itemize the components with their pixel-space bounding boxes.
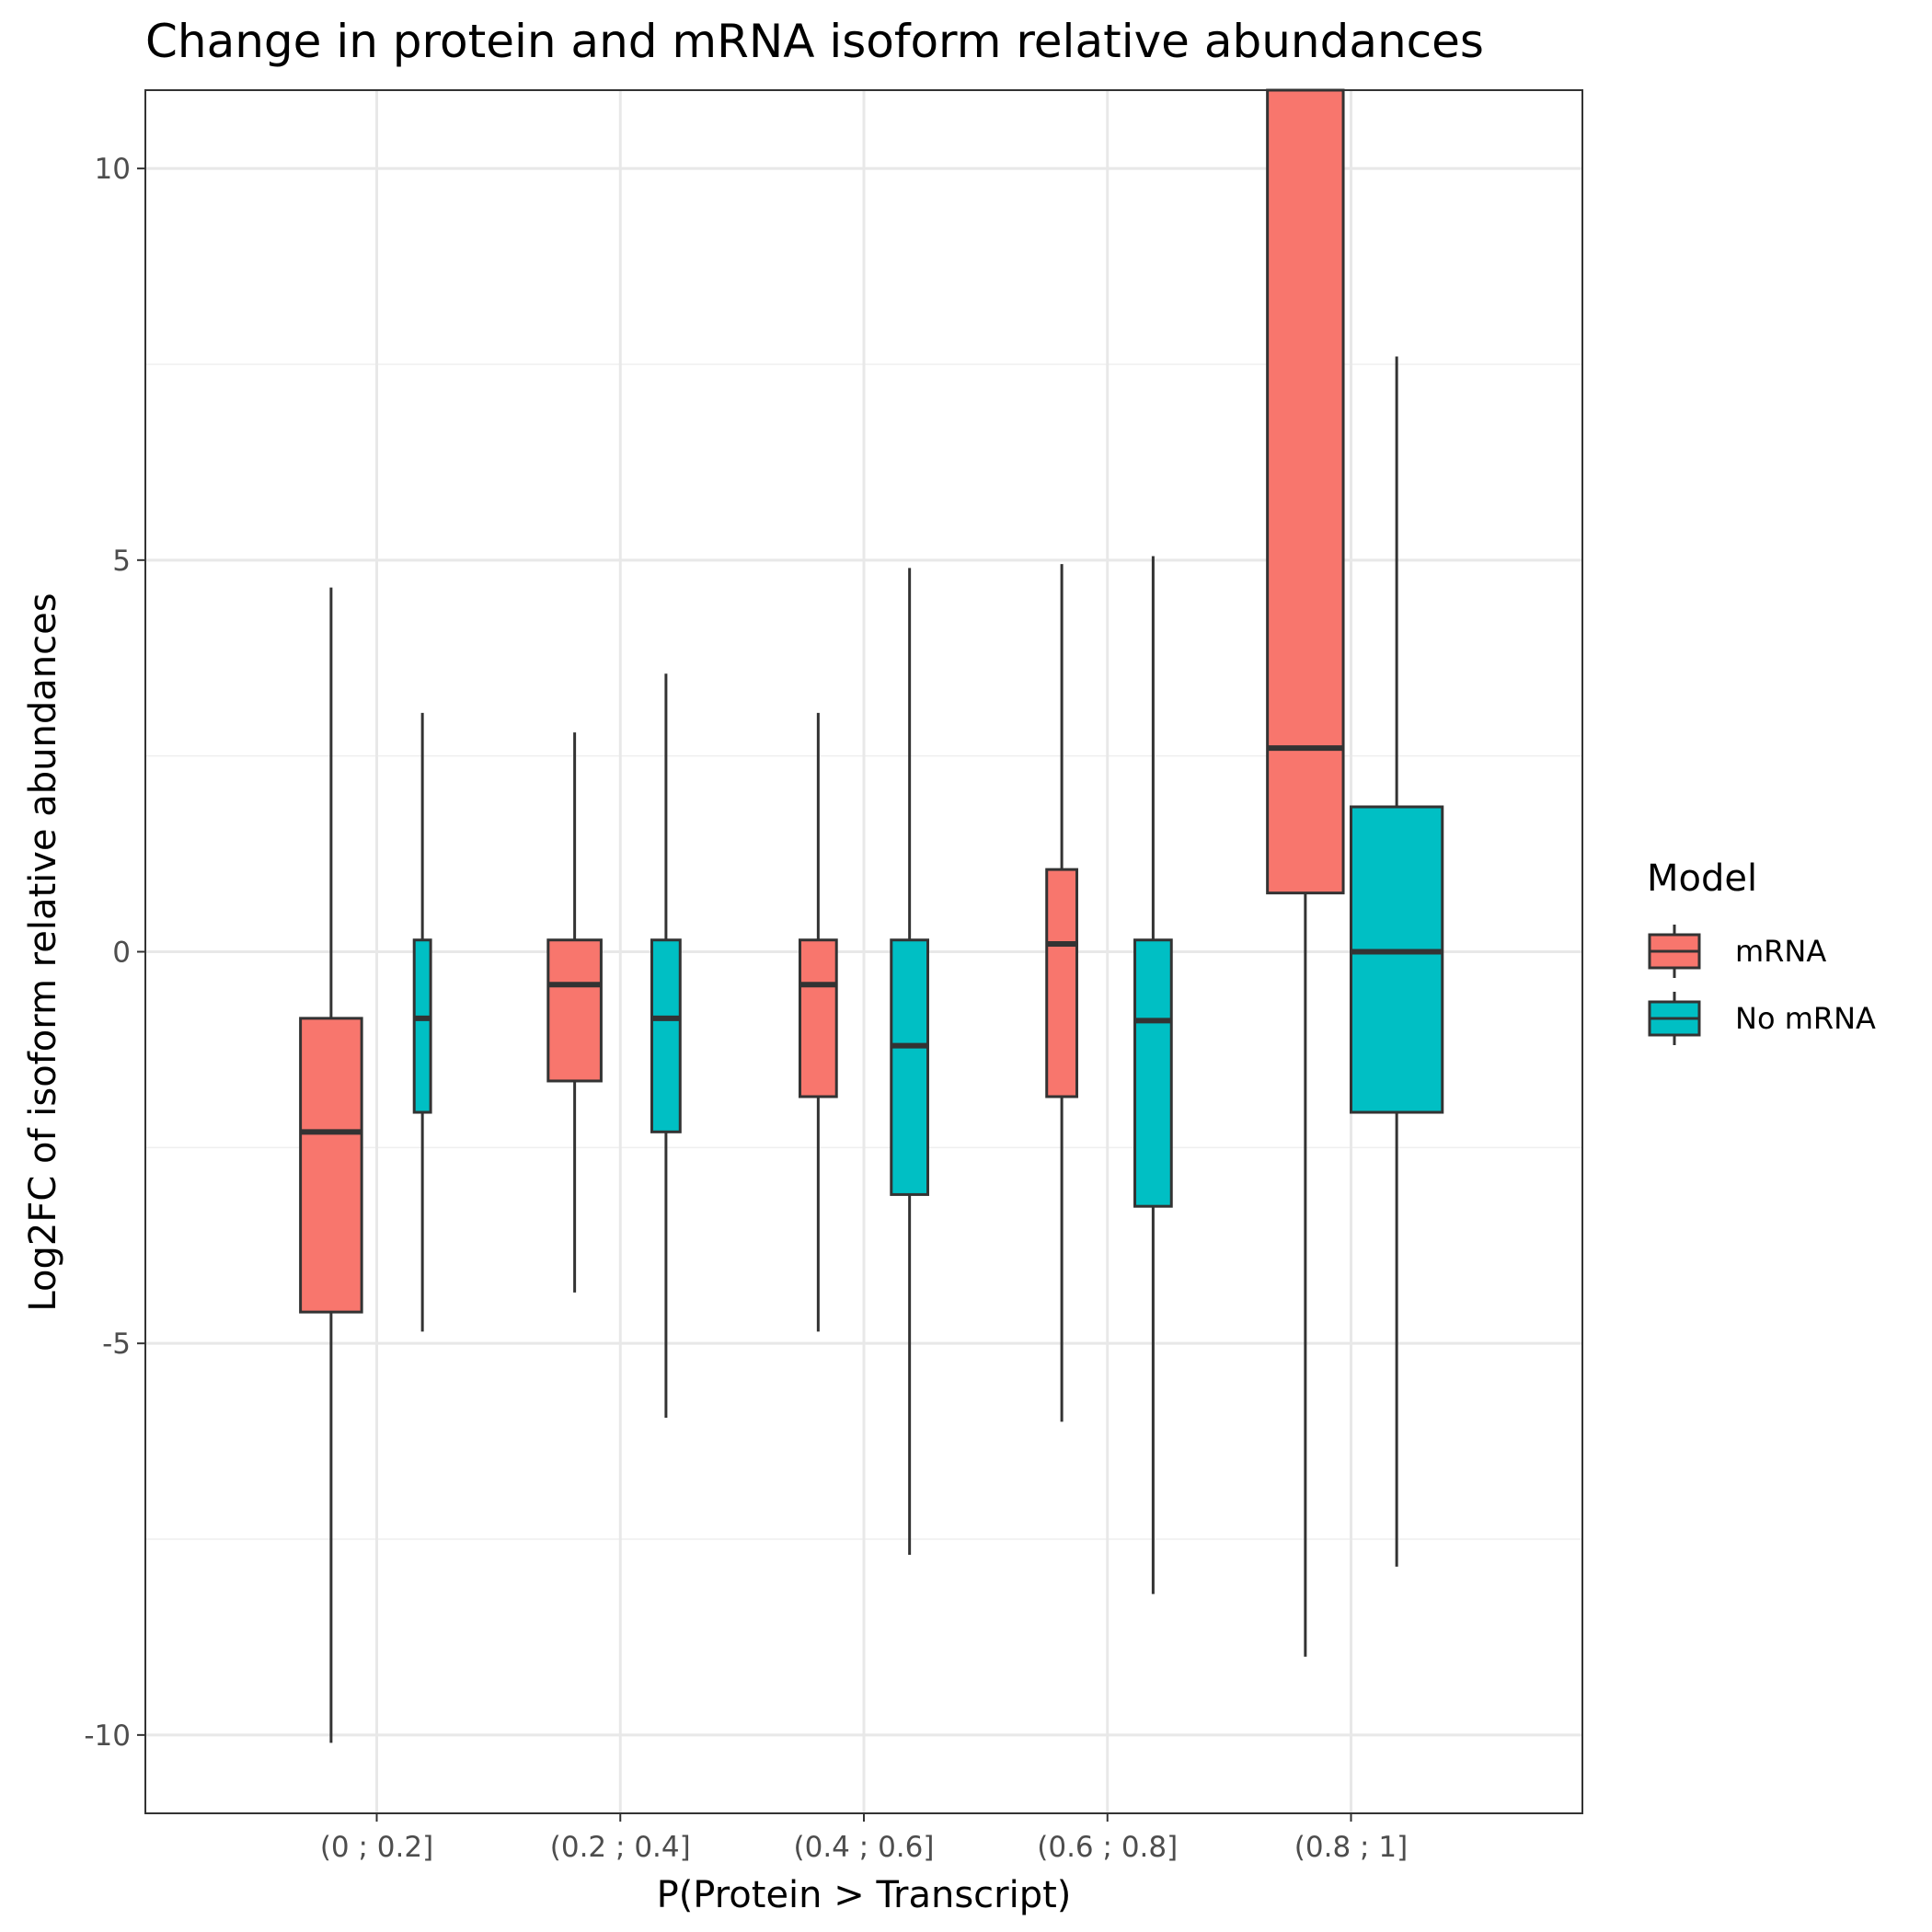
legend: Model mRNA No mRNA bbox=[1647, 857, 1876, 1045]
legend-label-no-mrna: No mRNA bbox=[1735, 1001, 1876, 1036]
legend-label-mrna: mRNA bbox=[1735, 934, 1826, 969]
legend-key-no-mrna bbox=[1648, 992, 1701, 1045]
box-iqr bbox=[799, 938, 838, 1098]
box-mrna bbox=[1045, 564, 1078, 1422]
box-no-mrna bbox=[412, 712, 432, 1332]
box-no-mrna bbox=[1349, 356, 1444, 1567]
y-tick-label: -10 bbox=[84, 1719, 131, 1753]
y-tick-label: 5 bbox=[112, 545, 131, 578]
box-iqr bbox=[412, 938, 432, 1114]
box-iqr bbox=[650, 938, 682, 1133]
y-axis-title: Log2FC of isoform relative abundances bbox=[22, 592, 64, 1311]
box-mrna bbox=[799, 712, 838, 1332]
box-iqr bbox=[1266, 88, 1345, 895]
x-axis-title: P(Protein > Transcript) bbox=[657, 1874, 1072, 1916]
x-tick-label: (0.8 ; 1] bbox=[1294, 1831, 1408, 1864]
x-tick-label: (0 ; 0.2] bbox=[320, 1831, 433, 1864]
x-tick-label: (0.2 ; 0.4] bbox=[550, 1831, 691, 1864]
box-no-mrna bbox=[650, 673, 682, 1419]
box-iqr bbox=[1133, 938, 1173, 1208]
x-tick-label: (0.6 ; 0.8] bbox=[1037, 1831, 1178, 1864]
box-mrna bbox=[1266, 88, 1345, 1657]
legend-key-mrna bbox=[1648, 925, 1701, 978]
box-iqr bbox=[1045, 868, 1078, 1098]
box-mrna bbox=[299, 587, 363, 1743]
box-iqr bbox=[546, 938, 603, 1083]
box-mrna bbox=[546, 732, 603, 1293]
box-iqr bbox=[890, 938, 929, 1196]
y-tick-label: 10 bbox=[95, 153, 131, 186]
axis-layer: -10 -5 0 5 10 (0 ; 0.2] (0.2 ; 0.4] (0.4 ; 0.6]… bbox=[84, 153, 1408, 1864]
legend-keys bbox=[1648, 925, 1701, 1045]
box-layer bbox=[299, 88, 1444, 1743]
x-tick-label: (0.4 ; 0.6] bbox=[794, 1831, 935, 1864]
box-no-mrna bbox=[1133, 556, 1173, 1594]
y-tick-label: 0 bbox=[112, 937, 131, 970]
box-iqr bbox=[1349, 805, 1444, 1114]
box-no-mrna bbox=[890, 568, 929, 1556]
y-tick-label: -5 bbox=[102, 1328, 131, 1361]
box-iqr bbox=[299, 1017, 363, 1314]
chart-title: Change in protein and mRNA isoform relat… bbox=[145, 15, 1484, 68]
legend-title: Model bbox=[1647, 857, 1757, 900]
